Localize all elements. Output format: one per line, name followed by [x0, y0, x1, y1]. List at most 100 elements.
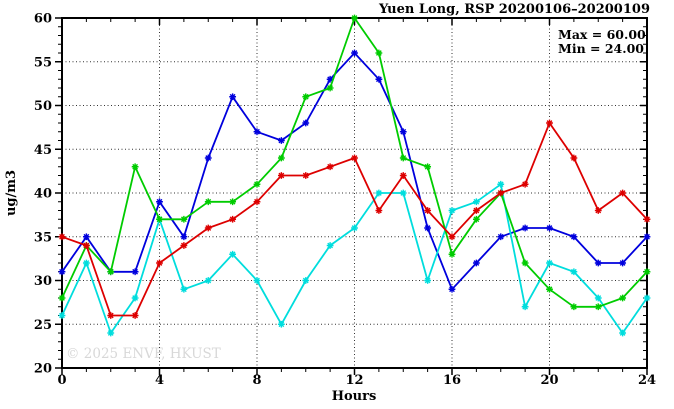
marker-green-h12: [351, 14, 358, 22]
marker-blue-h6: [204, 154, 212, 162]
marker-blue-h13: [375, 75, 383, 83]
marker-blue-h8: [253, 128, 261, 136]
marker-blue-h9: [277, 137, 285, 144]
marker-cyan-h9: [277, 320, 285, 328]
marker-green-h9: [277, 154, 285, 162]
y-tick-label: 25: [34, 318, 52, 333]
marker-red-h14: [399, 172, 407, 179]
marker-blue-h20: [546, 224, 553, 232]
marker-cyan-h19: [521, 303, 529, 311]
marker-blue-h7: [229, 93, 237, 101]
marker-red-h17: [472, 207, 480, 214]
series-markers-green: [58, 14, 651, 311]
marker-green-h15: [424, 163, 432, 171]
marker-cyan-h0: [58, 312, 66, 319]
series-markers-cyan: [58, 180, 651, 337]
marker-red-h13: [375, 207, 383, 214]
marker-green-h7: [229, 198, 237, 206]
marker-blue-h4: [156, 198, 163, 206]
marker-cyan-h8: [253, 277, 261, 284]
marker-red-h23: [619, 189, 627, 197]
marker-red-h24: [643, 215, 651, 223]
x-tick-label: 0: [57, 373, 66, 388]
marker-green-h10: [302, 93, 310, 101]
marker-green-h8: [253, 180, 261, 188]
marker-green-h4: [156, 215, 163, 223]
marker-green-h22: [594, 303, 602, 311]
marker-red-h22: [594, 207, 602, 214]
marker-red-h11: [326, 163, 334, 171]
marker-red-h19: [521, 180, 529, 188]
chart-title: Yuen Long, RSP 20200106–20200109: [378, 2, 650, 17]
x-tick-label: 8: [252, 373, 261, 388]
marker-green-h11: [326, 84, 334, 92]
marker-red-h16: [448, 233, 456, 241]
marker-cyan-h15: [424, 277, 432, 284]
marker-blue-h1: [82, 233, 90, 241]
marker-red-h15: [424, 207, 432, 214]
marker-green-h13: [375, 49, 383, 57]
series-line-cyan: [61, 183, 648, 334]
marker-red-h18: [497, 189, 505, 197]
series-markers-red: [58, 119, 651, 319]
marker-red-h2: [107, 312, 115, 319]
marker-red-h5: [180, 242, 188, 249]
watermark: © 2025 ENVF, HKUST: [66, 346, 221, 362]
marker-green-h19: [521, 259, 529, 267]
marker-cyan-h2: [107, 329, 115, 337]
y-tick-label: 60: [34, 12, 52, 27]
marker-blue-h22: [594, 259, 602, 267]
marker-red-h6: [204, 224, 212, 232]
marker-green-h17: [472, 215, 480, 223]
marker-blue-h17: [472, 259, 480, 267]
series-lines: [58, 14, 651, 337]
marker-cyan-h20: [546, 259, 553, 267]
marker-cyan-h7: [229, 250, 237, 258]
marker-cyan-h22: [594, 294, 602, 302]
marker-cyan-h5: [180, 285, 188, 293]
marker-green-h14: [399, 154, 407, 162]
y-tick-label: 40: [34, 187, 52, 202]
marker-cyan-h21: [570, 268, 578, 276]
marker-red-h8: [253, 198, 261, 206]
marker-green-h2: [107, 268, 115, 276]
x-tick-label: 16: [443, 373, 461, 388]
marker-cyan-h6: [204, 277, 212, 284]
annotation-max: Max = 60.00: [558, 27, 646, 42]
marker-green-h23: [619, 294, 627, 302]
y-tick-label: 35: [34, 230, 52, 245]
marker-blue-h10: [302, 119, 310, 127]
marker-green-h21: [570, 303, 578, 311]
y-tick-label: 30: [34, 274, 52, 289]
marker-cyan-h14: [399, 189, 407, 197]
marker-blue-h18: [497, 233, 505, 241]
marker-blue-h0: [58, 268, 66, 276]
marker-cyan-h23: [619, 329, 627, 337]
marker-green-h20: [546, 285, 553, 293]
marker-blue-h5: [180, 233, 188, 241]
marker-cyan-h1: [82, 259, 90, 267]
marker-cyan-h17: [472, 198, 480, 206]
marker-red-h7: [229, 215, 237, 223]
y-axis-label: ug/m3: [4, 170, 19, 216]
x-tick-label: 4: [155, 373, 164, 388]
x-tick-label: 24: [638, 373, 656, 388]
y-tick-label: 55: [34, 55, 52, 70]
marker-blue-h21: [570, 233, 578, 241]
marker-green-h0: [58, 294, 66, 302]
marker-green-h16: [448, 250, 456, 258]
marker-blue-h19: [521, 224, 529, 232]
marker-green-h5: [180, 215, 188, 223]
marker-cyan-h16: [448, 207, 456, 214]
marker-blue-h23: [619, 259, 627, 267]
marker-blue-h3: [131, 268, 139, 276]
annotation-min: Min = 24.00: [558, 41, 644, 56]
marker-red-h1: [82, 242, 90, 249]
marker-red-h21: [570, 154, 578, 162]
marker-cyan-h13: [375, 189, 383, 197]
marker-cyan-h18: [497, 180, 505, 188]
x-tick-label: 20: [540, 373, 558, 388]
y-tick-label: 20: [34, 362, 52, 377]
